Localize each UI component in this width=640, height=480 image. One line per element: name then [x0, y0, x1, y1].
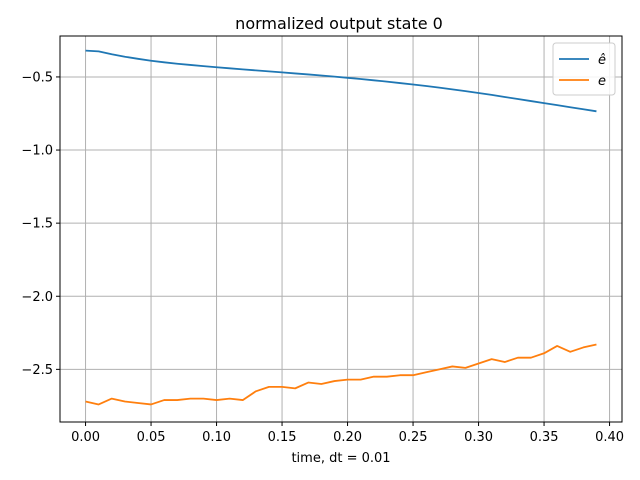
x-tick-label: 0.35 — [530, 430, 559, 445]
chart-title: normalized output state 0 — [235, 14, 443, 33]
legend: ê e — [552, 42, 616, 96]
legend-label-e: e — [598, 74, 606, 89]
x-tick-label: 0.10 — [202, 430, 231, 445]
x-tick-label: 0.00 — [71, 430, 100, 445]
y-tick-label: −2.5 — [21, 363, 53, 378]
legend-label-e-hat: ê — [598, 53, 606, 68]
series-layer — [85, 49, 597, 406]
x-tick-label: 0.05 — [137, 430, 166, 445]
y-tick-label: −1.5 — [21, 217, 53, 232]
x-tick-label: 0.40 — [595, 430, 624, 445]
x-tick-label: 0.15 — [268, 430, 297, 445]
plot-area-frame — [59, 35, 623, 423]
x-tick-label: 0.20 — [333, 430, 362, 445]
x-tick-label: 0.25 — [399, 430, 428, 445]
x-tick-label: 0.30 — [464, 430, 493, 445]
y-tick-label: −1.0 — [21, 144, 53, 159]
series-line-e — [85, 343, 597, 406]
series-line-e-hat — [85, 49, 597, 113]
y-tick-label: −0.5 — [21, 70, 53, 85]
ticks: 0.00 0.05 0.10 0.15 0.20 0.25 0.30 0.35 0.40 −2.5… — [21, 70, 624, 445]
y-tick-label: −2.0 — [21, 290, 53, 305]
legend-box — [552, 42, 616, 96]
x-axis-label: time, dt = 0.01 — [291, 451, 390, 466]
